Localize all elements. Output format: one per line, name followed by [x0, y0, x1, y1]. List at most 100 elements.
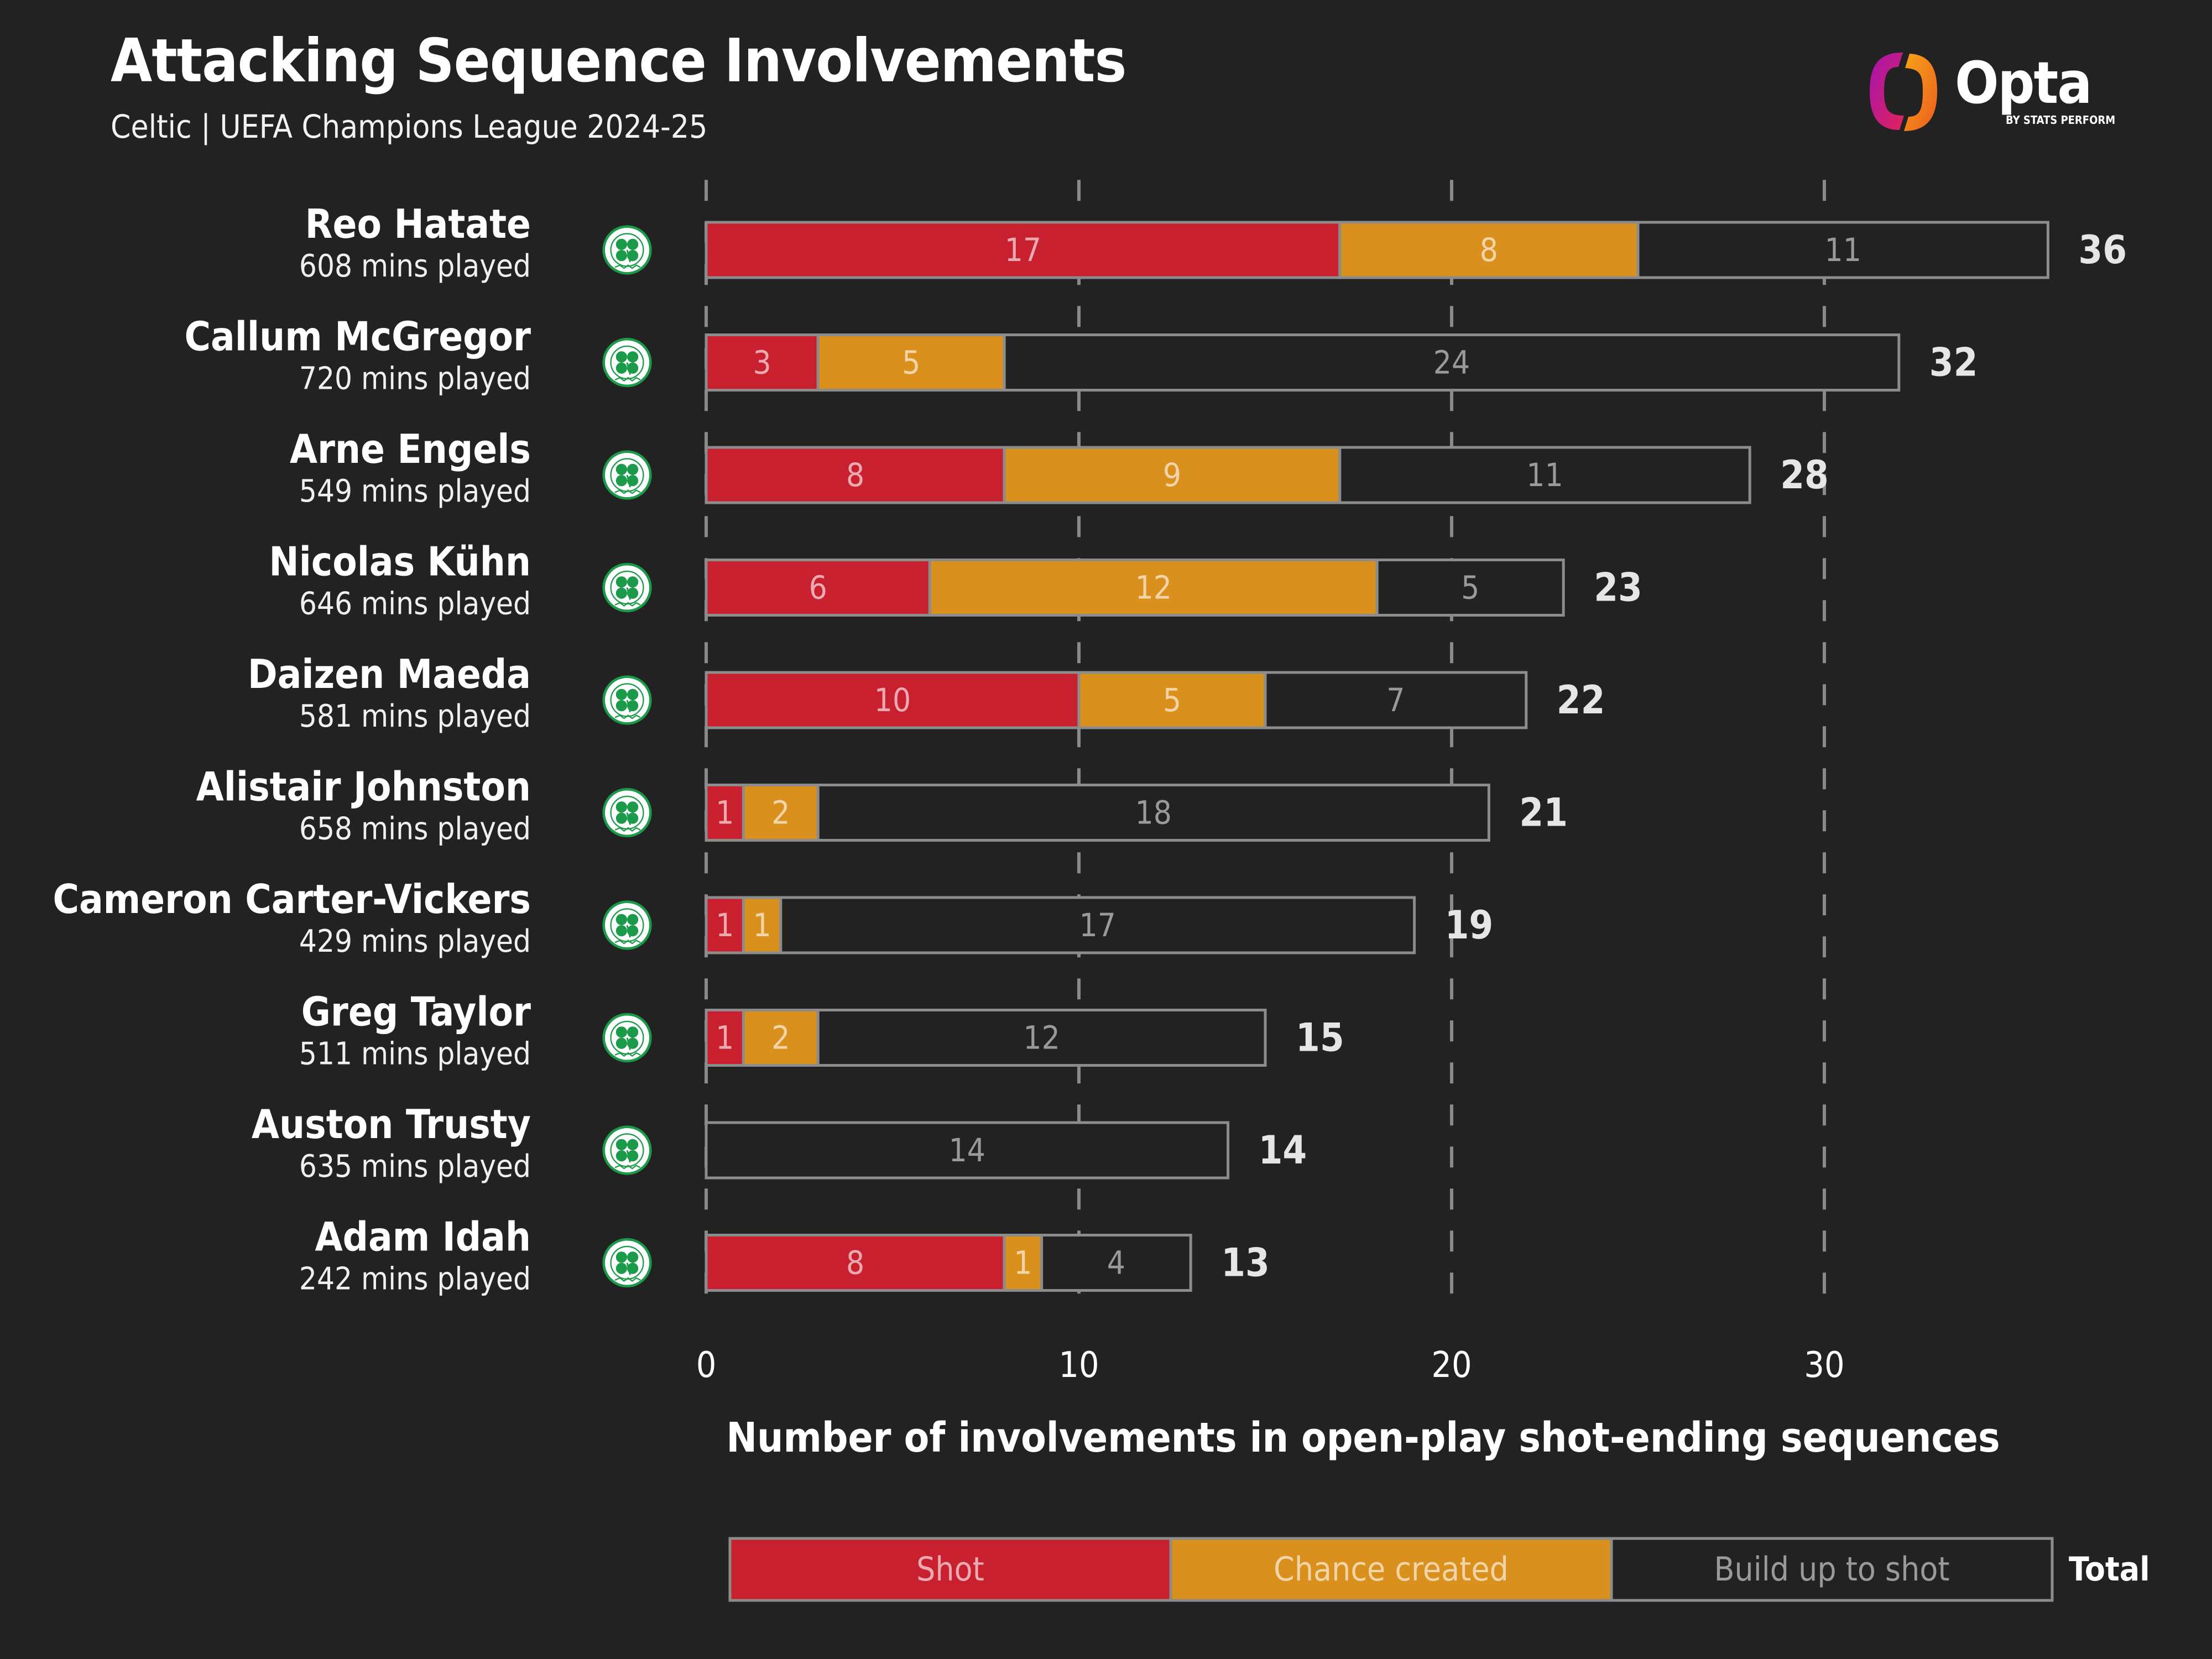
player-name: Greg Taylor [301, 989, 531, 1035]
x-tick-label: 20 [1431, 1345, 1472, 1386]
player-name: Daizen Maeda [248, 651, 531, 697]
opta-logo-icon [1870, 53, 1937, 131]
segment-value-label: 12 [1023, 1019, 1060, 1057]
total-value-label: 14 [1259, 1128, 1307, 1173]
segment-value-label: 7 [1386, 681, 1405, 719]
legend: Shot Chance created Build up to shot Total [728, 1537, 2150, 1602]
segment-value-label: 2 [771, 794, 790, 832]
segment-value-label: 12 [1135, 569, 1172, 607]
segment-value-label: 9 [1163, 456, 1181, 494]
segment-value-label: 24 [1433, 344, 1470, 382]
celtic-crest-icon [604, 227, 651, 274]
bar-segment-build-up [1003, 333, 1901, 392]
player-name: Auston Trusty [252, 1101, 531, 1147]
player-name: Arne Engels [290, 426, 531, 472]
bar-segment-chance-created [1003, 446, 1342, 504]
segment-value-label: 14 [949, 1131, 985, 1169]
segment-value-label: 3 [753, 344, 771, 382]
celtic-crest-icon [604, 339, 651, 386]
segment-value-label: 1 [1014, 1244, 1032, 1282]
bar-segment-shot [705, 784, 745, 842]
player-name: Reo Hatate [305, 201, 531, 247]
chart-title: Attacking Sequence Involvements [111, 27, 1126, 96]
segment-value-label: 5 [902, 344, 920, 382]
minutes-played: 608 mins played [299, 248, 531, 284]
segment-value-label: 11 [1825, 231, 1861, 269]
bar-segment-build-up [779, 896, 1416, 954]
segment-value-label: 1 [716, 794, 734, 832]
total-value-label: 22 [1557, 677, 1605, 723]
segment-value-label: 5 [1163, 681, 1181, 719]
minutes-played: 429 mins played [299, 924, 531, 959]
bar-segment-build-up [1040, 1234, 1192, 1292]
bar-segment-build-up [1636, 221, 2049, 279]
total-value-label: 32 [1929, 340, 1978, 385]
total-value-label: 36 [2078, 227, 2127, 273]
bar-segment-chance-created [816, 333, 1006, 392]
celtic-crest-icon [604, 1127, 651, 1174]
legend-swatch-build-up [1610, 1537, 2054, 1602]
segment-value-label: 18 [1135, 794, 1172, 832]
chart-subtitle: Celtic | UEFA Champions League 2024-25 [111, 108, 708, 145]
segment-value-label: 8 [1480, 231, 1498, 269]
segment-value-label: 17 [1079, 906, 1116, 944]
total-value-label: 23 [1594, 565, 1642, 611]
bar-segment-build-up [705, 1121, 1230, 1180]
bar-segment-shot [705, 896, 745, 954]
minutes-played: 658 mins played [299, 811, 531, 847]
bar-segment-shot [705, 559, 931, 617]
segment-value-label: 17 [1005, 231, 1041, 269]
minutes-played: 581 mins played [299, 698, 531, 734]
segment-value-label: 10 [874, 681, 911, 719]
segment-value-label: 1 [753, 906, 771, 944]
segment-value-label: 8 [846, 1244, 864, 1282]
total-value-label: 13 [1221, 1240, 1270, 1286]
segment-value-label: 2 [771, 1019, 790, 1057]
celtic-crest-icon [604, 789, 651, 836]
x-tick-label: 0 [696, 1345, 717, 1386]
segment-value-label: 1 [716, 1019, 734, 1057]
minutes-played: 635 mins played [299, 1149, 531, 1185]
x-tick-label: 30 [1804, 1345, 1844, 1386]
segment-value-label: 6 [809, 569, 827, 607]
opta-byline: BY STATS PERFORM [2006, 113, 2116, 127]
opta-wordmark: Opta [1955, 49, 2092, 117]
total-value-label: 28 [1780, 452, 1829, 498]
bar-segment-build-up [1375, 559, 1565, 617]
bar-segment-chance-created [742, 784, 820, 842]
player-name: Alistair Johnston [196, 764, 531, 810]
player-name: Callum McGregor [184, 314, 531, 360]
legend-total-label: Total [2069, 1550, 2150, 1589]
player-name: Adam Idah [315, 1214, 531, 1260]
minutes-played: 549 mins played [299, 473, 531, 509]
legend-label: Shot [916, 1550, 984, 1589]
bar-segment-shot [705, 333, 820, 392]
celtic-crest-icon [604, 452, 651, 499]
segment-value-label: 8 [846, 456, 864, 494]
segment-value-label: 11 [1526, 456, 1563, 494]
minutes-played: 242 mins played [299, 1261, 531, 1297]
bar-segment-build-up [816, 784, 1490, 842]
bar-segment-shot [705, 221, 1342, 279]
x-tick-label: 10 [1058, 1345, 1099, 1386]
x-axis-title: Number of involvements in open-play shot… [726, 1414, 2000, 1462]
celtic-crest-icon [604, 677, 651, 724]
minutes-played: 646 mins played [299, 586, 531, 622]
celtic-crest-icon [604, 1014, 651, 1061]
segment-value-label: 5 [1461, 569, 1479, 607]
total-value-label: 19 [1445, 902, 1494, 948]
minutes-played: 511 mins played [299, 1036, 531, 1072]
player-name: Cameron Carter-Vickers [53, 876, 531, 922]
celtic-crest-icon [604, 902, 651, 949]
bar-segment-chance-created [742, 1009, 820, 1067]
bar-segment-build-up [1338, 446, 1751, 504]
